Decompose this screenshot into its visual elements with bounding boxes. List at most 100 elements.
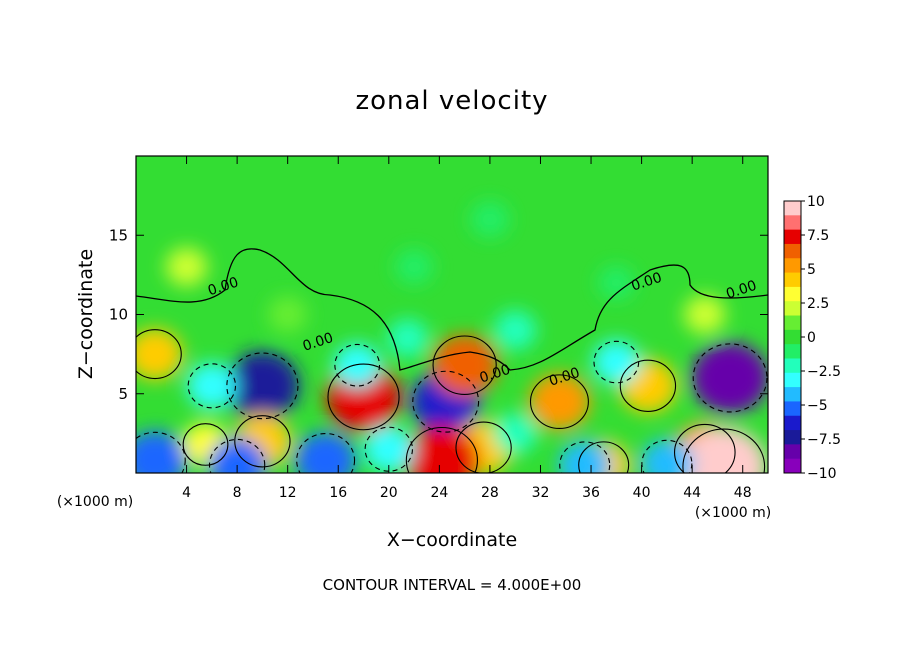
x-tick-label-5: 24 [430,485,448,501]
colorbar-tick-label-8: −10 [807,466,837,482]
x-tick-label-9: 40 [633,485,651,501]
contour-feature-24 [593,340,640,384]
field-feature-4 [333,343,381,388]
colorbar-swatch-0 [784,201,801,216]
field-feature-0 [136,328,183,380]
colorbar-swatch-3 [784,243,801,259]
field-features [136,201,768,473]
y-tick-label-2: 15 [109,226,128,244]
field-feature-27 [470,201,510,238]
colorbar-tick-label-5: −2.5 [807,364,841,380]
x-unit-right: (×1000 m) [695,505,771,521]
contour-feature-22 [559,441,611,473]
colorbar-swatch-4 [784,258,801,274]
contour-feature-15 [682,428,766,473]
colorbar-swatch-2 [784,229,801,245]
field-feature-20 [493,412,538,454]
contour-feature-21 [578,441,630,473]
x-tick-label-4: 20 [380,485,398,501]
colorbar-swatch-11 [784,358,801,374]
contour-feature-23 [641,439,693,473]
field-feature-23 [640,439,694,473]
colorbar-swatch-18 [784,458,801,474]
y-axis-label: Z−coordinate [75,249,97,379]
heatmap-field [136,156,768,473]
field-feature-31 [268,296,308,333]
y-tick-label-0: 5 [118,385,128,403]
colorbar-tick-label-7: −7.5 [807,432,841,448]
field-feature-30 [165,247,208,287]
colorbar-swatch-9 [784,329,801,345]
contour-feature-9 [455,421,512,473]
contour-lines: 0.000.000.00 0.000.00 0.00 [136,248,768,473]
colorbar-swatch-17 [784,444,801,460]
contour-zero-upper [136,248,768,371]
field-feature-1 [224,351,300,421]
x-tick-label-7: 32 [532,485,550,501]
field-feature-8 [431,334,498,396]
y-tick-label-1: 10 [109,306,128,324]
colorbar-swatch-1 [784,215,801,231]
colorbar-swatch-15 [784,415,801,431]
contour-feature-11 [529,374,589,430]
contour-feature-14 [673,423,736,473]
field-feature-11 [528,373,590,430]
x-tick-label-6: 28 [481,485,499,501]
x-tick-label-0: 4 [182,485,191,501]
contour-feature-16 [136,431,186,473]
colorbar-swatch-13 [784,387,801,402]
field-feature-22 [558,440,612,473]
field-feature-32 [684,295,726,334]
colorbar-swatch-16 [784,430,801,445]
field-feature-16 [136,430,187,473]
x-unit-left: (×1000 m) [57,494,133,510]
field-feature-25 [493,310,537,351]
contour-feature-1 [226,352,299,420]
contour-feature-2 [187,363,237,409]
field-feature-24 [592,340,640,384]
contour-feature-17 [208,438,266,473]
colorbar-swatch-8 [784,315,801,331]
colorbar-tick-label-3: 2.5 [807,296,829,312]
contour-feature-12 [619,359,677,412]
x-tick-label-10: 44 [683,485,701,501]
field-feature-18 [295,432,357,473]
x-tick-label-1: 8 [233,485,242,501]
x-tick-label-11: 48 [734,485,752,501]
field-feature-15 [680,427,767,473]
colorbar-swatch-7 [784,301,801,317]
colorbar-tick-label-6: −5 [807,398,828,414]
field-feature-19 [363,426,414,473]
colorbar-swatch-10 [784,344,801,359]
colorbar-tick-label-1: 7.5 [807,228,829,244]
colorbar-swatch-6 [784,286,801,302]
field-feature-17 [208,438,267,473]
x-tick-label-8: 36 [582,485,600,501]
x-axis-label: X−coordinate [387,529,517,551]
colorbar-tick-label-0: 10 [807,194,825,210]
colorbar-swatch-12 [784,372,801,388]
contour-feature-6 [182,423,229,466]
contour-feature-13 [692,343,768,413]
contour-feature-7 [412,370,480,433]
x-tick-label-3: 16 [329,485,347,501]
colorbar: 10 7.5 5 2.5 0 −2.5 −5 −7.5 −10 [783,194,841,482]
contour-feature-5 [234,415,291,468]
contour-feature-0 [136,329,182,380]
field-feature-29 [598,265,635,300]
field-feature-13 [691,342,768,414]
field-feature-26 [387,318,429,358]
colorbar-tick-label-2: 5 [807,262,816,278]
contour-interval-note: CONTOUR INTERVAL = 4.000E+00 [322,576,582,594]
contour-feature-8 [432,335,497,395]
colorbar-tick-label-4: 0 [807,330,816,346]
chart-title: zonal velocity [355,86,549,116]
contour-feature-18 [296,432,356,473]
colorbar-swatch-14 [784,401,801,417]
colorbar-swatch-5 [784,272,801,288]
field-feature-2 [186,362,237,409]
x-tick-label-2: 12 [279,485,297,501]
